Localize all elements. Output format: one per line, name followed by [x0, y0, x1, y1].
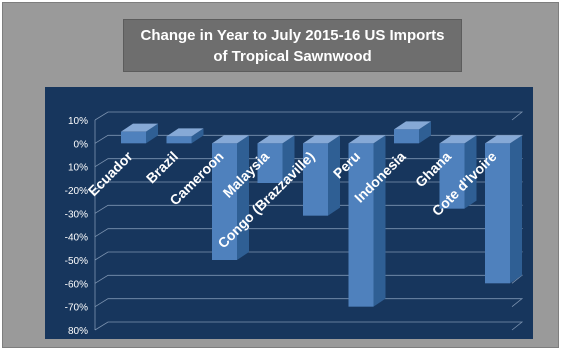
y-tick-label: 10% [68, 116, 88, 127]
bar-side [373, 135, 386, 307]
bar-top [394, 121, 431, 130]
gridline [94, 228, 524, 238]
bar-top [212, 135, 249, 144]
y-tick-label: 80% [68, 326, 88, 337]
bar [212, 143, 237, 260]
gridline [94, 111, 524, 121]
gridline [94, 298, 524, 308]
bar [394, 129, 419, 144]
bar [485, 143, 510, 284]
gridline [94, 274, 524, 284]
x-tick-label: Brazil [143, 148, 181, 186]
bar [348, 143, 374, 307]
bar-top [348, 135, 386, 144]
bar [439, 143, 465, 209]
bar-top [257, 135, 295, 144]
y-tick-label: 10% [68, 163, 88, 174]
bar-top [303, 135, 340, 144]
bar-side [146, 123, 158, 144]
bar [121, 131, 146, 144]
x-tick-label: Ecuador [85, 148, 136, 199]
y-tick-label: 0% [74, 139, 89, 150]
bar [303, 143, 328, 216]
chart-title: Change in Year to July 2015-16 US Import… [123, 19, 462, 72]
bar-side [419, 121, 431, 144]
gridline [94, 251, 524, 261]
chart-title-line-2: of Tropical Sawnwood [213, 47, 372, 65]
chart-title-line-1: Change in Year to July 2015-16 US Import… [140, 26, 445, 44]
bar-side [282, 135, 295, 183]
y-tick-label: -60% [65, 279, 88, 290]
bar-top [439, 135, 477, 144]
bar-side [191, 128, 204, 144]
bar-top [166, 128, 204, 137]
y-tick-label: -30% [65, 209, 88, 220]
bar-top [121, 123, 158, 132]
y-tick-label: -40% [65, 233, 88, 244]
bar-side [237, 135, 249, 260]
y-tick-label: -20% [65, 186, 88, 197]
bar-side [510, 135, 522, 284]
gridline [94, 321, 524, 331]
bar-side [464, 135, 477, 209]
bar [257, 143, 283, 183]
bar-side [328, 135, 340, 216]
y-tick-label: -70% [65, 303, 88, 314]
y-tick-label: -50% [65, 256, 88, 267]
bar [166, 136, 192, 144]
bar-top [485, 135, 522, 144]
